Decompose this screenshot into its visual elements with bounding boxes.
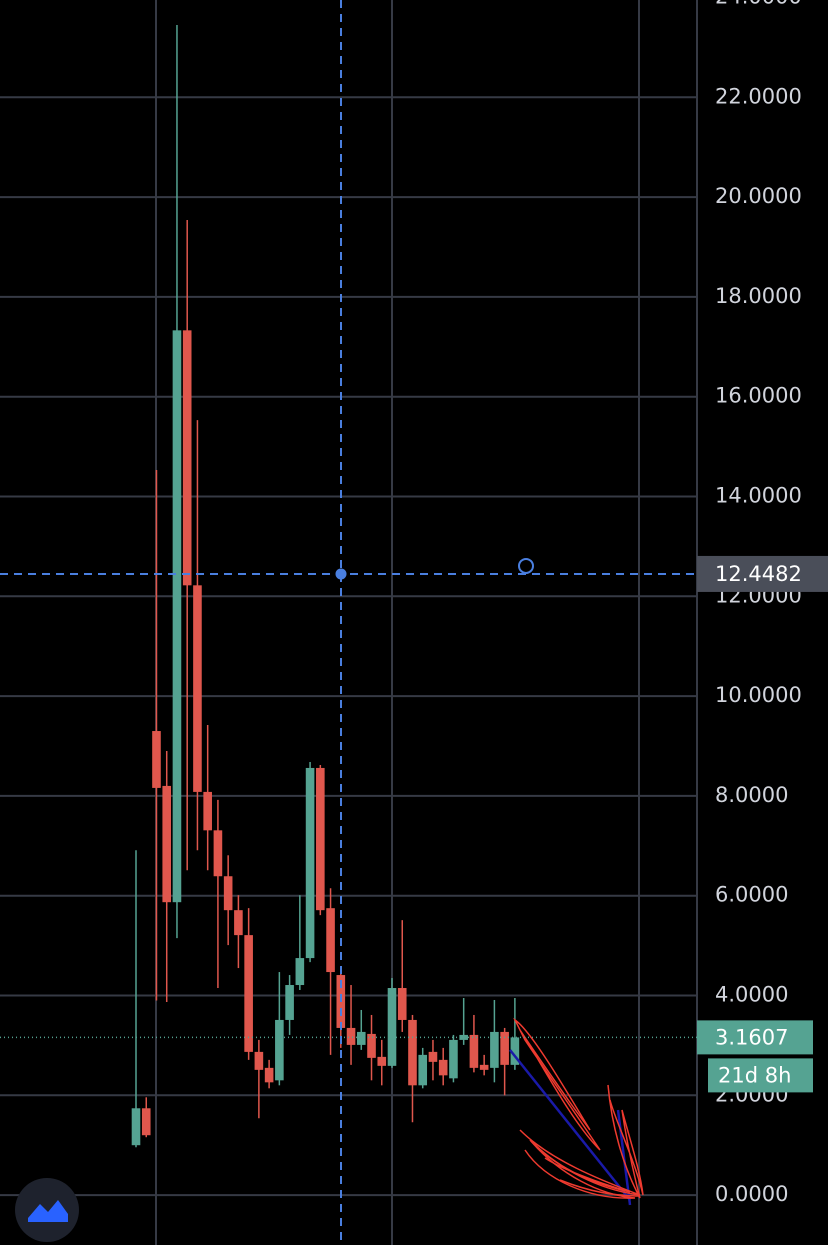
candle-body — [469, 1034, 479, 1068]
drawn-line — [509, 1049, 631, 1201]
candle-body — [203, 791, 212, 831]
candle-body — [418, 1054, 428, 1086]
candle-body — [254, 1051, 264, 1070]
grid: 0.00002.00004.00006.00008.000010.000012.… — [0, 0, 802, 1206]
candle-body — [305, 767, 315, 959]
y-tick-label: 16.0000 — [715, 384, 802, 408]
y-tick-label: 10.0000 — [715, 683, 802, 707]
y-tick-label: 24.0000 — [715, 0, 802, 9]
logo-icon — [28, 1200, 68, 1222]
candle-body — [438, 1059, 448, 1076]
candle-body — [356, 1031, 366, 1045]
candle-body — [141, 1108, 151, 1136]
candle-body — [326, 908, 335, 973]
candle-body — [264, 1067, 274, 1083]
last-price-box — [697, 1020, 813, 1055]
candle-body — [428, 1051, 438, 1062]
candle-body — [213, 830, 223, 877]
candle-body — [152, 731, 161, 788]
crosshair-box — [697, 555, 828, 592]
candle-body — [234, 910, 243, 936]
candle-body — [162, 785, 172, 903]
crosshair-dot — [335, 568, 347, 580]
y-tick-label: 22.0000 — [715, 84, 802, 108]
y-tick-label: 18.0000 — [715, 284, 802, 308]
candle-body — [459, 1034, 468, 1040]
candle-body — [367, 1033, 376, 1058]
drawings — [509, 1017, 644, 1206]
last-price-label: 3.1607 — [715, 1025, 788, 1049]
scribble — [513, 1017, 601, 1151]
candle-body — [182, 330, 192, 586]
y-tick-label: 8.0000 — [715, 783, 788, 807]
scribble — [539, 1149, 641, 1197]
candle-body — [285, 985, 294, 1020]
y-tick-label: 0.0000 — [715, 1182, 788, 1206]
candle-body — [131, 1108, 141, 1146]
candles — [131, 24, 520, 1148]
drawn-line — [616, 1109, 632, 1206]
countdown-box — [708, 1058, 813, 1093]
logo — [15, 1178, 79, 1242]
candle-body — [408, 1019, 417, 1086]
candle-body — [223, 876, 233, 911]
candle-body — [449, 1039, 458, 1079]
candle-body — [316, 767, 325, 911]
crosshair-handle — [518, 557, 534, 574]
candle-body — [275, 1019, 284, 1081]
crosshair-label: 12.4482 — [715, 562, 802, 586]
candle-body — [346, 1027, 356, 1045]
candle-body — [397, 988, 407, 1020]
candle-body — [479, 1064, 489, 1070]
candle-body — [172, 330, 182, 903]
candle-body — [510, 1037, 520, 1065]
candle-body — [295, 958, 305, 986]
candle-body — [387, 988, 397, 1066]
y-tick-label: 14.0000 — [715, 484, 802, 508]
candle-body — [500, 1031, 509, 1065]
y-tick-label: 4.0000 — [715, 983, 788, 1007]
candle-body — [244, 935, 253, 1052]
countdown-label: 21d 8h — [718, 1063, 791, 1087]
candle-body — [377, 1056, 387, 1066]
candle-body — [193, 585, 202, 792]
candle-body — [490, 1031, 499, 1068]
y-tick-label: 6.0000 — [715, 883, 788, 907]
y-tick-label: 20.0000 — [715, 184, 802, 208]
scribble — [519, 1129, 641, 1199]
scribble — [607, 1084, 644, 1199]
